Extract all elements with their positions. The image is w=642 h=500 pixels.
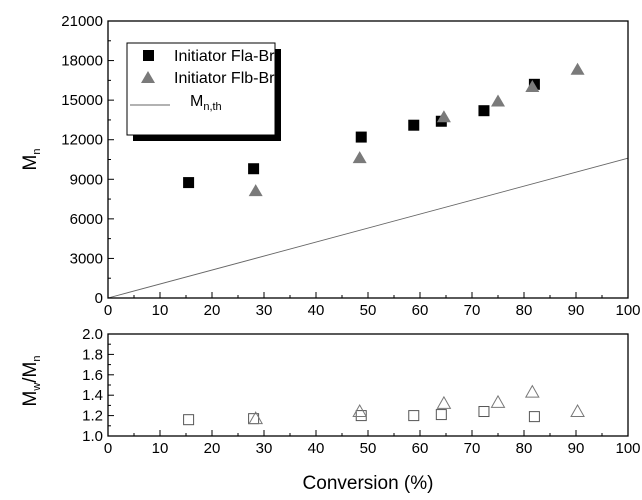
mn-point-fla-br [183,177,195,189]
pdi-point-flb-br [490,394,506,408]
top-y-tick-label: 9000 [70,171,103,188]
bottom-y-tick-label: 2.0 [82,326,103,343]
bottom-x-tick-label: 0 [104,440,112,457]
pdi-point-flb-br [248,411,264,425]
top-y-tick-label: 15000 [61,92,103,109]
legend: Initiator Fla-Br Initiator Flb-Br Mn,th [126,42,281,141]
top-y-axis-label-sub: n [31,149,43,155]
mn-point-flb-br [248,184,263,197]
pdi-point-fla-br [408,410,420,422]
mn-point-flb-br [525,79,540,92]
legend-label-mn-th-sub: n,th [203,101,221,113]
top-x-tick-label: 90 [568,302,585,319]
top-y-tick-label: 6000 [70,211,103,228]
top-y-tick-label: 3000 [70,250,103,267]
bottom-x-tick-label: 10 [152,440,169,457]
top-x-tick-label: 20 [204,302,221,319]
top-x-tick-label: 30 [256,302,273,319]
pdi-point-fla-br [355,410,367,422]
bottom-y-axis-label: Mw/Mn [20,355,43,406]
top-y-tick-label: 0 [95,290,103,307]
bottom-y-tick-label: 1.0 [82,428,103,445]
legend-marker-flb-br [141,71,155,83]
bottom-y-tick-label: 1.4 [82,387,103,404]
legend-label-mn-th: Mn,th [190,93,222,113]
pdi-point-fla-br [478,406,490,418]
bottom-x-tick-label: 20 [204,440,221,457]
bottom-x-tick-label: 90 [568,440,585,457]
pdi-point-fla-br [183,414,195,426]
mn-point-flb-br [436,110,451,123]
pdi-point-fla-br [435,409,447,421]
mn-point-fla-br [478,105,490,117]
top-x-tick-label: 0 [104,302,112,319]
bottom-y-axis-label-n: n [31,355,43,361]
mn-point-fla-br [408,119,420,131]
bottom-x-tick-label: 40 [308,440,325,457]
top-x-tick-label: 10 [152,302,169,319]
bottom-y-axis-label-w: w [31,383,43,392]
bottom-x-tick-label: 50 [360,440,377,457]
x-axis-label: Conversion (%) [303,473,434,494]
legend-label-fla-br: Initiator Fla-Br [174,48,275,65]
top-x-tick-label: 80 [516,302,533,319]
top-x-tick-label: 100 [615,302,640,319]
top-x-tick-label: 50 [360,302,377,319]
pdi-point-flb-br [436,395,452,409]
pdi-point-flb-br [352,404,368,418]
legend-marker-fla-br [143,50,154,61]
legend-label-mn-th-main: M [190,93,203,110]
legend-label-flb-br: Initiator Flb-Br [174,70,275,87]
bottom-y-axis-label-m: M [20,391,41,407]
bottom-x-tick-label: 100 [615,440,640,457]
mn-point-flb-br [570,62,585,75]
bottom-x-tick-label: 30 [256,440,273,457]
top-x-tick-label: 40 [308,302,325,319]
pdi-point-flb-br [524,384,540,398]
top-y-tick-label: 18000 [61,53,103,70]
bottom-x-tick-label: 70 [464,440,481,457]
pdi-point-fla-br [528,411,540,423]
mn-point-fla-br [248,163,260,175]
pdi-point-flb-br [570,404,585,418]
bottom-y-tick-label: 1.6 [82,367,103,384]
mn-point-flb-br [491,94,505,107]
mn-point-flb-br [352,151,367,164]
top-x-tick-label: 70 [464,302,481,319]
top-panel: 0 10 20 30 40 50 60 70 80 90 100 0 3000 6000 9000 12000… [20,13,641,319]
bottom-y-tick-label: 1.8 [82,346,103,363]
bottom-panel: 0 10 20 30 40 50 60 70 80 90 100 1.0 1.2 1.4 1.6 1.8 2.0… [20,326,641,494]
bottom-y-tick-label: 1.2 [82,408,103,425]
top-y-axis-label: Mn [20,149,43,171]
top-y-tick-label: 12000 [61,132,103,149]
bottom-x-tick-label: 80 [516,440,533,457]
top-y-axis-label-main: M [20,155,41,171]
top-y-tick-label: 21000 [61,13,103,30]
bottom-y-axis-label-slash-m: /M [20,362,41,383]
theoretical-mn-line [107,157,629,299]
bottom-plot-frame [107,333,629,437]
top-x-tick-label: 60 [412,302,429,319]
mn-point-fla-br [355,131,367,143]
bottom-x-tick-label: 60 [412,440,429,457]
